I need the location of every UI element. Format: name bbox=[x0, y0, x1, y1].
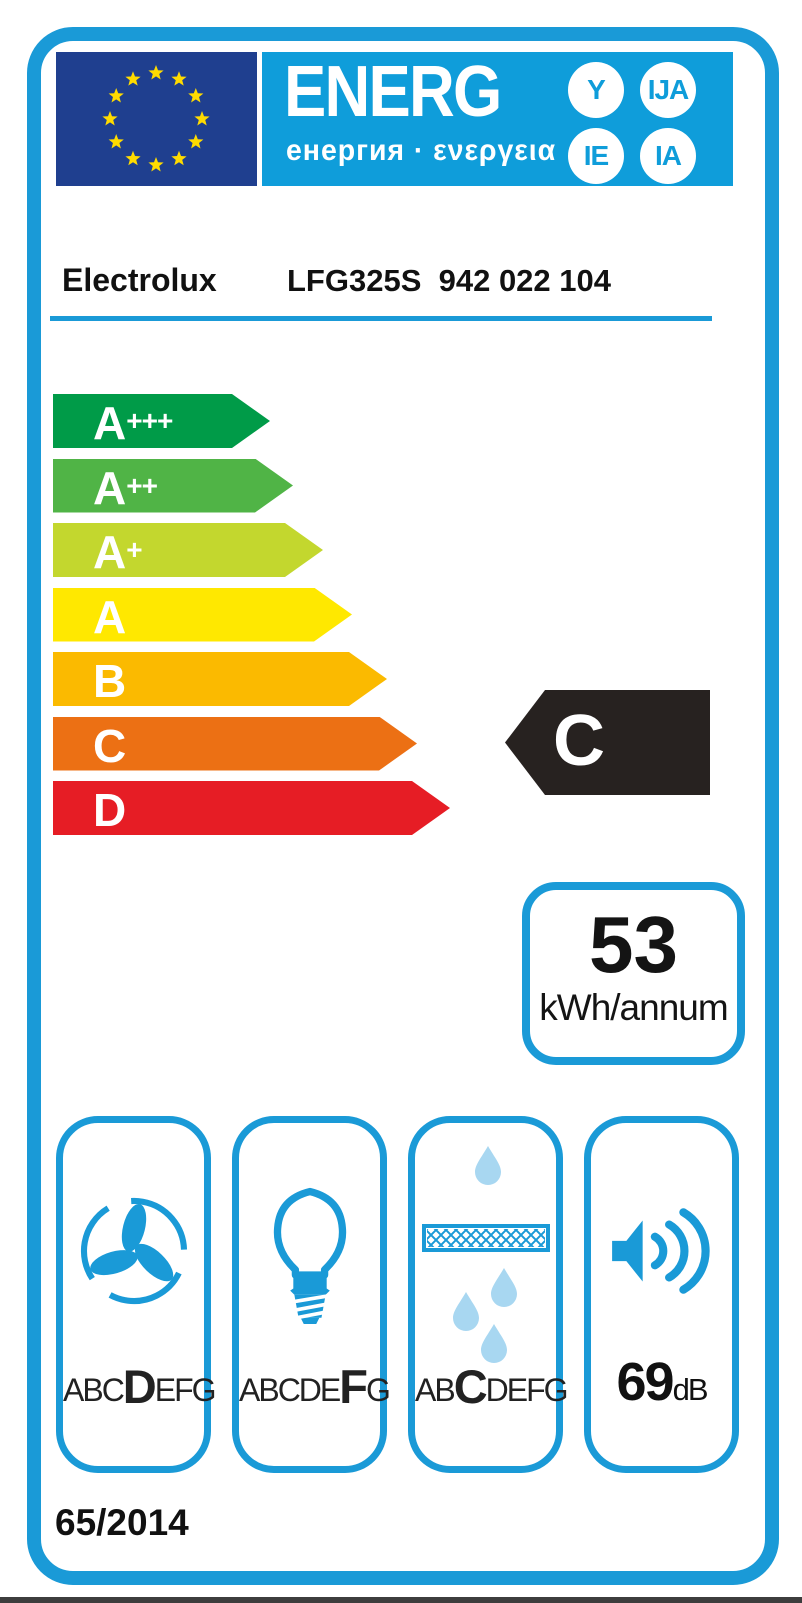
energy-class-arrow-A: A bbox=[53, 587, 352, 643]
class-letter: A bbox=[93, 590, 127, 643]
class-letter: C bbox=[93, 719, 127, 772]
bottom-divider bbox=[0, 1597, 802, 1603]
grade-highlight: D bbox=[122, 1360, 157, 1413]
energy-class-arrow-A+: A+ bbox=[53, 523, 323, 577]
fan-icon bbox=[63, 1151, 204, 1351]
grade-pre: ABC bbox=[63, 1372, 125, 1408]
noise-box: 69dB bbox=[584, 1116, 739, 1473]
annual-energy-value: 53 bbox=[589, 900, 678, 989]
language-bubble-ia: IA bbox=[640, 128, 696, 184]
grade-post: EFG bbox=[154, 1372, 217, 1408]
grade-pre: AB bbox=[415, 1372, 456, 1408]
annual-energy-unit: kWh/annum bbox=[539, 987, 728, 1028]
energy-scale: A+++ A++ A+ A B C D bbox=[53, 394, 503, 836]
fluid-dynamic-grade-scale: ABCDEFG bbox=[63, 1360, 217, 1414]
class-letter: A bbox=[93, 461, 127, 514]
header-separator bbox=[50, 316, 712, 321]
rating-arrow: C bbox=[505, 690, 710, 795]
noise-unit: dB bbox=[672, 1372, 709, 1407]
class-plus-suffix: +++ bbox=[126, 405, 173, 436]
energy-class-arrow-B: B bbox=[53, 652, 387, 706]
grade-post: DEFG bbox=[485, 1372, 569, 1408]
energy-class-arrow-A+++: A+++ bbox=[53, 394, 270, 448]
energy-class-arrow-A++: A++ bbox=[53, 458, 293, 514]
model-number: LFG325S 942 022 104 bbox=[287, 263, 612, 298]
brand-name: Electrolux bbox=[62, 262, 217, 298]
lighting-grade-scale: ABCDEFG bbox=[239, 1360, 391, 1414]
class-letter: A bbox=[93, 526, 127, 578]
class-letter: B bbox=[93, 655, 127, 707]
class-letter: D bbox=[93, 784, 127, 836]
speaker-icon bbox=[591, 1151, 732, 1351]
eu-flag-icon bbox=[56, 52, 257, 186]
noise-value: 69 bbox=[616, 1352, 675, 1412]
language-bubble-y: Y bbox=[568, 62, 624, 118]
language-bubble-ie: IE bbox=[568, 128, 624, 184]
grade-highlight: F bbox=[339, 1360, 368, 1413]
grease-filter-grade-scale: ABCDEFG bbox=[415, 1360, 569, 1414]
class-letter: A bbox=[93, 397, 127, 449]
grease-filter-icon bbox=[415, 1139, 556, 1367]
fluid-dynamic-efficiency-box: ABCDEFG bbox=[56, 1116, 217, 1473]
regulation-number: 65/2014 bbox=[55, 1502, 189, 1543]
energ-wordmark: ENERG bbox=[284, 52, 502, 132]
class-plus-suffix: ++ bbox=[126, 469, 158, 501]
noise-value-row: 69dB bbox=[591, 1355, 732, 1414]
lighting-efficiency-box: ABCDEFG bbox=[232, 1116, 391, 1473]
language-bubble-ija: IJA bbox=[640, 62, 696, 118]
energy-class-arrow-D: D bbox=[53, 781, 450, 835]
grade-highlight: C bbox=[453, 1360, 488, 1413]
bulb-icon bbox=[239, 1151, 380, 1351]
energy-class-arrow-C: C bbox=[53, 716, 417, 772]
energ-logo-panel: ENERG енергия · ενεργεια Y IJA IE IA bbox=[262, 52, 733, 186]
grease-filter-efficiency-box: ABCDEFG bbox=[408, 1116, 569, 1473]
annual-energy-box: 53 kWh/annum bbox=[522, 882, 745, 1065]
class-plus-suffix: + bbox=[126, 534, 142, 565]
energ-subtitle: енергия · ενεργεια bbox=[286, 134, 557, 167]
rating-letter: C bbox=[553, 701, 605, 781]
grade-pre: ABCDE bbox=[239, 1372, 341, 1408]
grade-post: G bbox=[365, 1372, 391, 1408]
